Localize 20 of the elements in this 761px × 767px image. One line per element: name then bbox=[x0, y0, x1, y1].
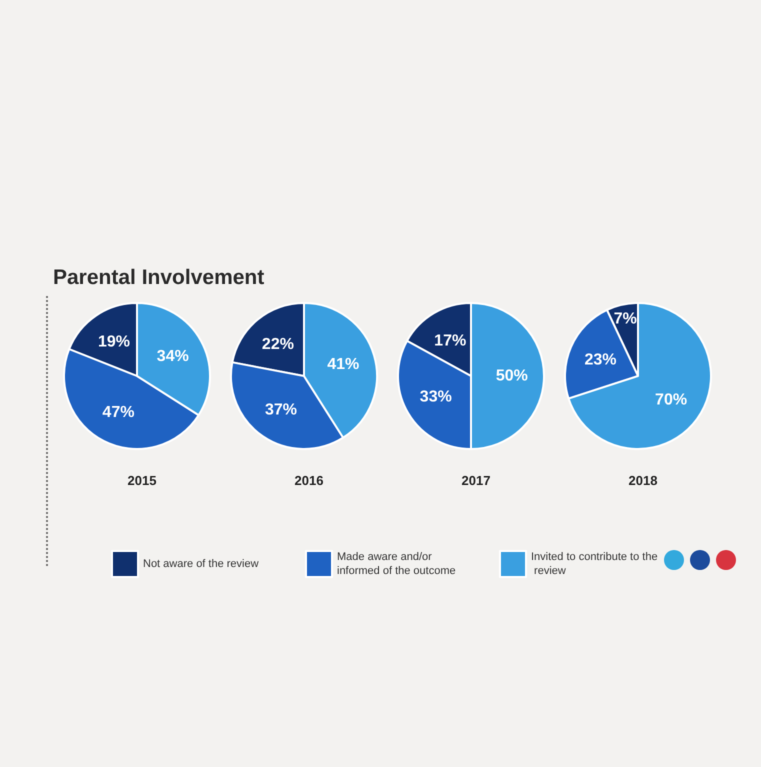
legend-label: Invited to contribute to the review bbox=[531, 551, 658, 577]
data-label: 37% bbox=[265, 401, 298, 418]
data-label: 22% bbox=[262, 336, 294, 353]
chart-title: Parental Involvement bbox=[53, 266, 264, 289]
slice-label: 2017 bbox=[462, 473, 490, 488]
data-label: 33% bbox=[420, 388, 452, 406]
legend-label: Made aware and/or informed of the outcome bbox=[337, 551, 456, 577]
data-label: 34% bbox=[156, 348, 189, 365]
data-label: 7% bbox=[614, 310, 637, 328]
data-label: 41% bbox=[327, 356, 360, 374]
data-label: 50% bbox=[496, 368, 528, 384]
data-label: 17% bbox=[434, 332, 466, 350]
data-label: 47% bbox=[102, 404, 134, 421]
data-label: 19% bbox=[98, 334, 130, 351]
legend-label: Not aware of the review bbox=[143, 558, 259, 570]
data-label: 23% bbox=[584, 351, 616, 368]
data-label: 70% bbox=[655, 392, 688, 409]
slice-label: 2015 bbox=[128, 473, 156, 488]
slice-label: 2016 bbox=[294, 473, 324, 488]
slice-label: 2018 bbox=[628, 473, 658, 488]
